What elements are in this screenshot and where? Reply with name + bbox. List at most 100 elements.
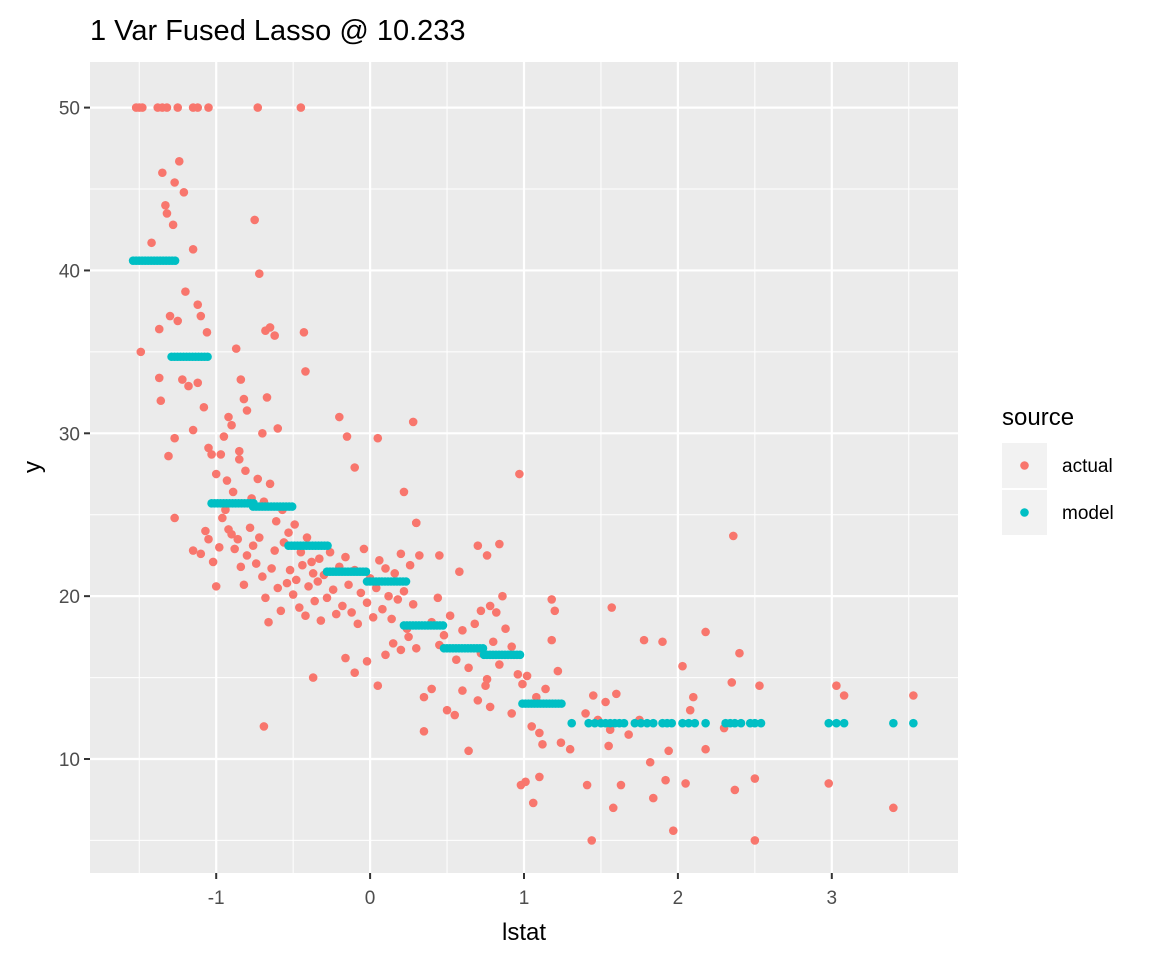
point-actual (251, 559, 261, 568)
point-actual (234, 455, 244, 464)
point-actual (308, 569, 318, 578)
point-actual (228, 487, 238, 497)
point-actual (645, 757, 655, 767)
point-actual (331, 609, 341, 619)
point-actual (325, 547, 335, 557)
point-actual (601, 697, 610, 707)
point-actual (678, 661, 687, 671)
point-actual (201, 526, 210, 536)
y-axis-title: y (19, 461, 46, 473)
point-actual (233, 534, 243, 544)
point-model (667, 718, 677, 728)
point-actual (307, 557, 316, 567)
chart-title: 1 Var Fused Lasso @ 10.233 (90, 15, 466, 47)
point-actual (681, 779, 690, 788)
point-actual (445, 611, 455, 620)
point-actual (605, 725, 615, 734)
point-actual (239, 580, 249, 590)
point-actual (582, 780, 592, 790)
point-actual (261, 593, 270, 603)
point-actual (313, 577, 323, 586)
point-model (636, 718, 646, 728)
point-actual (522, 671, 532, 681)
point-actual (338, 601, 347, 611)
point-model (832, 718, 841, 728)
point-actual (264, 617, 273, 627)
point-actual (535, 728, 544, 738)
point-actual (178, 375, 187, 384)
point-actual (347, 608, 356, 617)
point-model (203, 352, 212, 362)
point-actual (299, 328, 309, 337)
point-actual (301, 367, 310, 376)
point-actual (541, 684, 550, 694)
point-actual (750, 774, 760, 783)
point-actual (204, 103, 213, 112)
point-actual (258, 429, 267, 438)
point-actual (179, 187, 189, 197)
point-model (736, 718, 746, 728)
point-actual (581, 709, 590, 718)
point-model (515, 650, 525, 660)
point-actual (565, 744, 575, 754)
point-actual (296, 547, 306, 557)
point-actual (405, 560, 415, 570)
point-actual (273, 583, 283, 593)
point-actual (154, 324, 164, 334)
point-model (730, 718, 740, 728)
point-actual (378, 604, 387, 614)
point-actual (535, 772, 544, 782)
point-actual (485, 601, 495, 611)
x-tick-label: 3 (827, 888, 838, 909)
point-actual (211, 469, 221, 479)
point-actual (181, 287, 190, 296)
point-actual (231, 344, 241, 353)
point-actual (156, 396, 166, 406)
point-model (756, 718, 766, 728)
point-actual (216, 450, 226, 459)
point-actual (196, 549, 206, 559)
point-actual (396, 549, 406, 559)
point-actual (455, 567, 464, 577)
point-actual (411, 643, 421, 653)
point-model (630, 718, 640, 728)
point-actual (254, 533, 264, 542)
point-actual (735, 648, 744, 658)
point-actual (356, 588, 366, 598)
point-actual (170, 513, 179, 523)
point-model (478, 643, 488, 653)
point-model (287, 502, 297, 511)
point-model (678, 718, 687, 728)
point-actual (173, 103, 183, 112)
point-actual (701, 744, 710, 754)
point-actual (616, 780, 626, 790)
point-actual (685, 705, 695, 715)
point-actual (265, 323, 275, 332)
point-actual (204, 534, 213, 544)
point-actual (158, 168, 167, 178)
point-actual (188, 425, 198, 435)
point-actual (218, 513, 227, 523)
point-actual (315, 554, 324, 563)
point-actual (755, 681, 764, 691)
point-actual (253, 474, 263, 484)
point-actual (267, 564, 276, 573)
point-actual (342, 432, 352, 441)
x-tick-label: 2 (673, 888, 684, 909)
point-actual (341, 653, 350, 663)
y-tick-label: 30 (59, 424, 80, 445)
point-actual (204, 443, 213, 453)
point-actual (556, 738, 566, 748)
point-actual (236, 375, 246, 384)
point-actual (162, 103, 172, 112)
point-actual (442, 705, 452, 715)
point-actual (415, 551, 424, 560)
point-actual (316, 616, 326, 625)
point-actual (222, 476, 232, 485)
legend-marker-actual (1020, 461, 1029, 470)
point-actual (909, 691, 918, 700)
point-actual (513, 670, 523, 679)
point-actual (518, 679, 527, 689)
point-actual (147, 238, 156, 248)
point-actual (350, 668, 360, 677)
